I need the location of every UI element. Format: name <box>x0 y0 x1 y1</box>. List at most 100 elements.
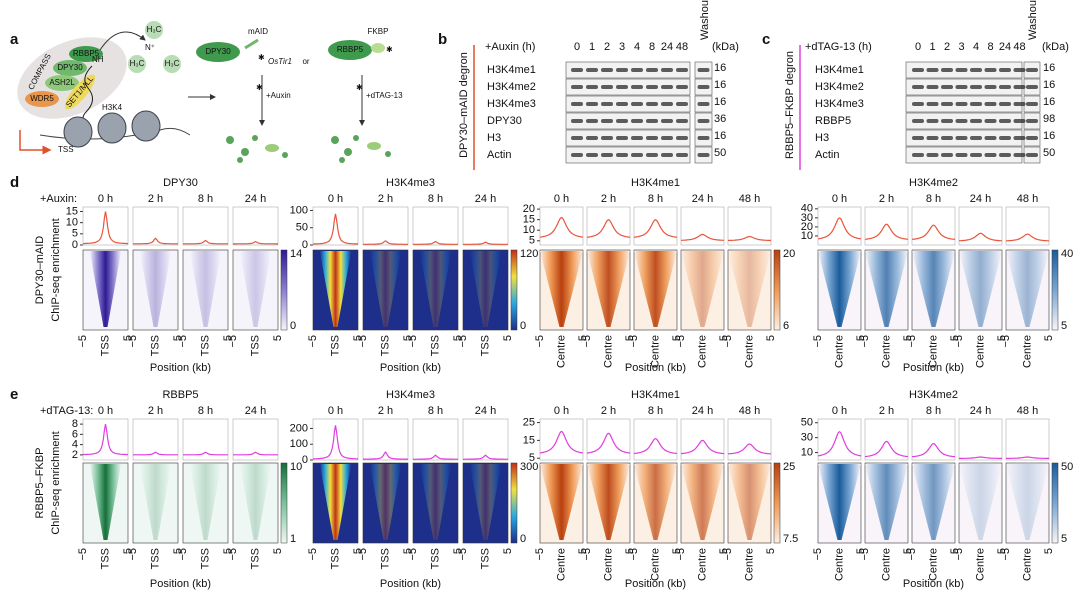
y-tick-label: 2 <box>72 449 78 461</box>
band <box>1026 68 1038 72</box>
rbbp5-fusion-label: RBBP5 <box>337 45 364 54</box>
time-label: 0 h <box>328 193 343 205</box>
treatment-label: +dTAG-13 (h) <box>805 41 872 53</box>
row-label: RBBP5 <box>815 115 851 127</box>
profile-line <box>463 454 508 460</box>
x-tick-label: −5 <box>77 335 89 348</box>
band <box>661 119 673 123</box>
profile-frame <box>864 206 909 246</box>
x-tick-label: TSS <box>149 548 161 569</box>
x-tick-label: TSS <box>99 548 111 569</box>
timepoint-label: 3 <box>958 41 964 53</box>
profile-line <box>363 240 408 245</box>
row-label: Actin <box>815 149 839 161</box>
time-label: 8 h <box>198 405 213 417</box>
profile-frame <box>727 206 772 246</box>
profile-line <box>911 224 956 240</box>
band <box>912 102 924 106</box>
n-label: N⁺ <box>145 43 155 52</box>
kda-label: 16 <box>714 96 726 108</box>
band <box>646 68 658 72</box>
profile-frame <box>82 206 129 246</box>
time-label: 24 h <box>475 193 496 205</box>
profile-line <box>586 432 631 454</box>
x-tick-label: 5 <box>272 548 284 554</box>
profile-line <box>911 442 956 458</box>
heatmap-signal <box>865 464 908 540</box>
row-label: H3K4me2 <box>815 81 864 93</box>
kda-header: (kDa) <box>712 41 739 53</box>
time-label: 8 h <box>428 405 443 417</box>
y-tick-label: 50 <box>296 222 308 234</box>
panel-a: a COMPASS RBBP5 DPY30 ASH2L WDR5 SET1/ML… <box>10 21 403 163</box>
y-tick-label: 50 <box>801 417 813 429</box>
profile-line <box>681 233 724 241</box>
profile-line <box>82 211 129 245</box>
x-tick-label: 5 <box>222 548 234 554</box>
methyl-label: H₃C <box>130 59 145 68</box>
profile-frame <box>362 418 409 461</box>
band <box>697 102 710 106</box>
band <box>676 68 688 72</box>
heatmap-signal <box>369 464 402 540</box>
time-label: 2 h <box>601 193 616 205</box>
x-tick-label: −5 <box>227 335 239 348</box>
heatmap-signal <box>587 251 630 327</box>
band <box>912 68 924 72</box>
x-tick-label: Centre <box>743 335 755 368</box>
ostir1-label: OsTir1 <box>268 57 292 66</box>
colorbar-label: 40 <box>1061 248 1073 260</box>
x-tick-label: 5 <box>996 335 1008 341</box>
band <box>970 119 982 123</box>
heatmap-signal <box>1006 251 1049 327</box>
band <box>955 102 968 106</box>
time-label: 2 h <box>879 193 894 205</box>
band <box>912 136 924 140</box>
profile-frame <box>958 418 1003 461</box>
time-label: 48 h <box>739 193 760 205</box>
fragments <box>226 135 391 163</box>
band <box>601 153 613 157</box>
time-label: 8 h <box>428 193 443 205</box>
heatmap-signal <box>369 251 402 327</box>
heatmap-signal <box>469 251 502 327</box>
ash2l-subunit <box>45 75 79 91</box>
profile-line <box>539 216 584 238</box>
band <box>1013 102 1026 106</box>
heatmap-signal <box>319 464 352 540</box>
colorbar-label: 25 <box>783 461 795 473</box>
y-tick-label: 15 <box>523 434 535 446</box>
panel-label: a <box>10 31 19 48</box>
x-tick-label: −5 <box>534 335 546 348</box>
band <box>697 85 710 89</box>
x-tick-label: −5 <box>581 548 593 561</box>
x-tick-label: TSS <box>329 335 341 356</box>
group-title: H3K4me2 <box>909 389 958 401</box>
x-tick-label: 5 <box>122 548 134 554</box>
row-label: ChIP-seq enrichment <box>50 218 62 321</box>
y-tick-label: 0 <box>302 454 308 466</box>
profile-frame <box>232 418 279 461</box>
profile-line <box>633 219 678 238</box>
profile-frame <box>727 418 772 461</box>
band <box>631 153 643 157</box>
colorbar <box>773 249 781 331</box>
profile-frame <box>864 418 909 461</box>
maid-tag <box>244 38 259 50</box>
x-tick-label: −5 <box>227 548 239 561</box>
x-tick-label: Centre <box>743 548 755 581</box>
band <box>926 102 939 106</box>
x-tick-label: 5 <box>222 335 234 341</box>
band <box>941 102 953 106</box>
timepoint-label: 48 <box>1013 41 1025 53</box>
colorbar <box>1051 249 1059 331</box>
band <box>926 85 939 89</box>
timepoint-label: 24 <box>661 41 673 53</box>
x-tick-label: Centre <box>833 548 845 581</box>
x-tick-label: −5 <box>628 335 640 348</box>
band <box>661 153 673 157</box>
group-title: H3K4me3 <box>386 177 435 189</box>
x-tick-label: TSS <box>99 335 111 356</box>
band <box>676 153 688 157</box>
row-label: H3K4me3 <box>815 98 864 110</box>
